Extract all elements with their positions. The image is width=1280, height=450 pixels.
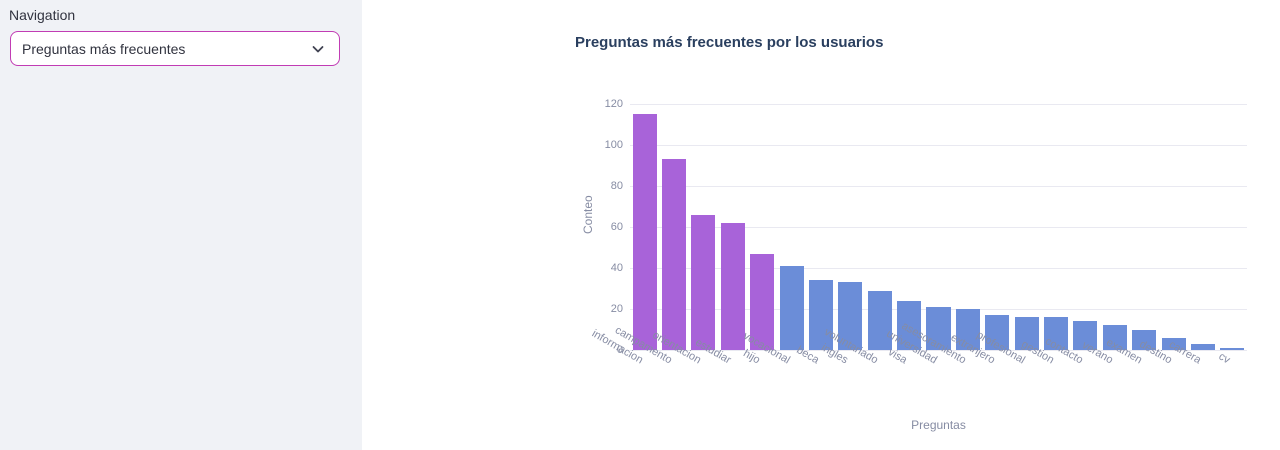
bar-cv[interactable]	[1220, 347, 1245, 350]
y-tick-label: 0	[616, 344, 623, 356]
gridline	[630, 104, 1247, 105]
bar-destino[interactable]	[1161, 337, 1186, 350]
bar-estudiar[interactable]	[720, 222, 745, 350]
bar-beca[interactable]	[808, 280, 833, 350]
bar-profesional[interactable]	[1014, 317, 1039, 350]
bar-hijo[interactable]	[750, 253, 775, 350]
bar-contacto[interactable]	[1073, 321, 1098, 350]
chart-title: Preguntas más frecuentes por los usuario…	[575, 34, 884, 51]
bar-asesoramiento[interactable]	[955, 309, 980, 350]
bar-examen[interactable]	[1132, 329, 1157, 350]
gridline	[630, 268, 1247, 269]
bar-extranjero[interactable]	[985, 315, 1010, 350]
bar-informacion[interactable]	[632, 114, 657, 350]
bar-verano[interactable]	[1102, 325, 1127, 350]
navigation-select-value: Preguntas más frecuentes	[22, 40, 186, 57]
bar-universidad[interactable]	[926, 306, 951, 350]
navigation-select[interactable]: Preguntas más frecuentes	[10, 31, 340, 66]
bar-ingles[interactable]	[838, 282, 863, 350]
bar-campamento[interactable]	[662, 159, 687, 350]
bar-voluntariado[interactable]	[867, 290, 892, 350]
y-tick-label: 40	[610, 262, 623, 274]
bar-carrera[interactable]	[1190, 343, 1215, 350]
gridline	[630, 145, 1247, 146]
bar-gestion[interactable]	[1043, 317, 1069, 350]
gridline	[630, 186, 1247, 187]
chevron-down-icon	[310, 41, 326, 57]
bar-vocacional[interactable]	[779, 265, 804, 350]
bar-visa[interactable]	[897, 300, 922, 350]
x-axis-title: Preguntas	[911, 418, 966, 432]
y-tick-label: 120	[604, 98, 623, 110]
gridline	[630, 227, 1247, 228]
y-tick-label: 60	[610, 221, 623, 233]
y-tick-label: 80	[610, 180, 623, 192]
sidebar: Navigation Preguntas más frecuentes	[0, 0, 362, 450]
y-tick-label: 20	[610, 303, 623, 315]
y-tick-label: 100	[604, 139, 623, 151]
navigation-label: Navigation	[9, 7, 76, 23]
gridline	[630, 350, 1247, 351]
bar-orientacion[interactable]	[691, 214, 716, 350]
bar-chart-plot-area[interactable]: 0 20 40 60 80 100 120 informacion campamento orie…	[589, 98, 1247, 366]
